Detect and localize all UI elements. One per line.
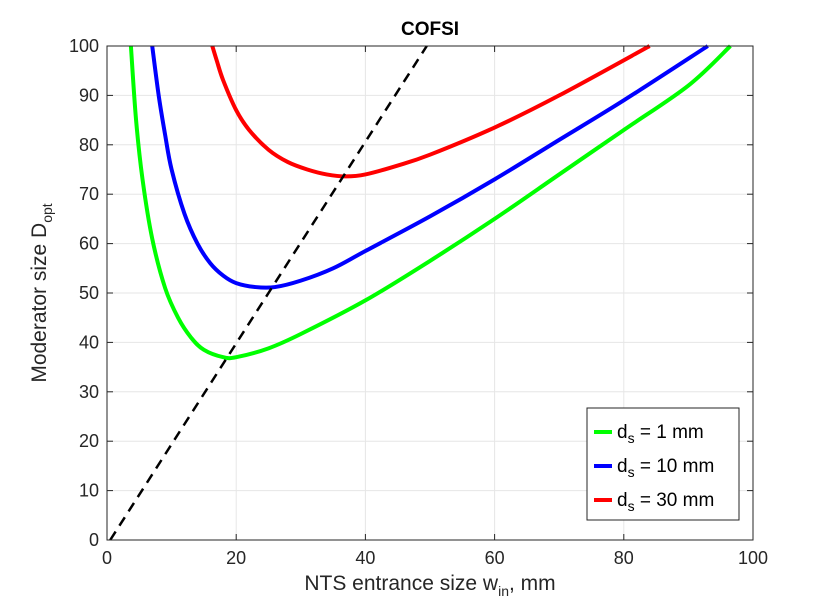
x-axis-label-suffix: , mm bbox=[509, 572, 556, 595]
y-tick-label: 90 bbox=[79, 85, 99, 105]
legend-box bbox=[586, 407, 740, 521]
chart-title: COFSI bbox=[401, 19, 459, 40]
x-tick-label: 100 bbox=[738, 548, 768, 568]
series-line-2 bbox=[210, 44, 651, 179]
y-tick-label: 100 bbox=[69, 36, 99, 56]
x-axis-label-sub: in bbox=[498, 583, 509, 599]
x-tick-label: 60 bbox=[485, 548, 505, 568]
legend-label-30mm-sub: s bbox=[628, 498, 635, 514]
y-tick-label: 60 bbox=[79, 234, 99, 254]
x-axis-label-main: NTS entrance size w bbox=[304, 572, 499, 595]
y-tick-label: 0 bbox=[89, 530, 99, 550]
series-layer bbox=[109, 44, 732, 541]
legend-entry-10mm: ds = 10 mm bbox=[594, 456, 714, 480]
x-tick-label: 0 bbox=[102, 548, 112, 568]
legend-label-30mm-pre: d bbox=[617, 490, 628, 511]
series-line-1 bbox=[150, 44, 709, 290]
series-line-0 bbox=[128, 44, 732, 361]
y-tick-label: 80 bbox=[79, 135, 99, 155]
legend-label-10mm-pre: d bbox=[617, 456, 628, 477]
ticks: 0 20 40 60 80 100 0 10 20 30 40 50 60 70 80 90 100 bbox=[69, 36, 768, 568]
x-tick-label: 80 bbox=[614, 548, 634, 568]
legend-label-30mm: ds = 30 mm bbox=[617, 490, 714, 514]
legend-label-1mm-sub: s bbox=[628, 430, 635, 446]
legend-label-1mm: ds = 1 mm bbox=[617, 422, 704, 446]
legend-label-1mm-post: = 1 mm bbox=[635, 422, 704, 443]
legend-entry-30mm: ds = 30 mm bbox=[594, 490, 714, 514]
y-axis-label: Moderator size Dopt bbox=[28, 203, 55, 382]
grid bbox=[106, 45, 754, 541]
legend-label-10mm-post: = 10 mm bbox=[635, 456, 715, 477]
y-tick-label: 10 bbox=[79, 481, 99, 501]
legend-label-1mm-pre: d bbox=[617, 422, 628, 443]
dashed-reference-line bbox=[109, 45, 428, 541]
x-tick-label: 40 bbox=[355, 548, 375, 568]
x-axis-label: NTS entrance size win, mm bbox=[304, 572, 555, 599]
y-axis-label-sub: opt bbox=[39, 203, 55, 223]
legend-entry-1mm: ds = 1 mm bbox=[594, 422, 704, 446]
y-tick-label: 70 bbox=[79, 184, 99, 204]
y-tick-label: 40 bbox=[79, 332, 99, 352]
legend-label-10mm: ds = 10 mm bbox=[617, 456, 714, 480]
x-tick-label: 20 bbox=[226, 548, 246, 568]
legend: ds = 1 mm ds = 10 mm ds = 30 mm bbox=[586, 407, 740, 521]
y-tick-label: 30 bbox=[79, 382, 99, 402]
legend-label-10mm-sub: s bbox=[628, 464, 635, 480]
y-tick-label: 50 bbox=[79, 283, 99, 303]
y-axis-label-main: Moderator size D bbox=[28, 223, 51, 383]
legend-label-30mm-post: = 30 mm bbox=[635, 490, 715, 511]
y-tick-label: 20 bbox=[79, 431, 99, 451]
